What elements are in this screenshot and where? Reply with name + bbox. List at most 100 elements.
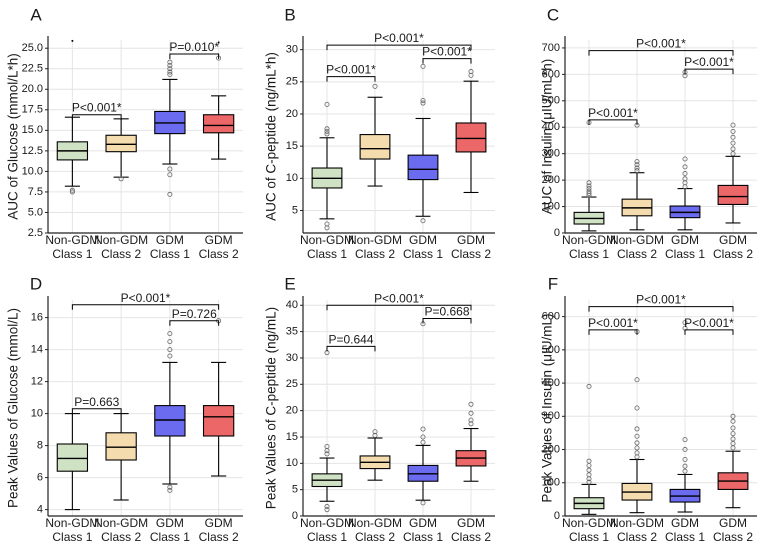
outlier-point [372,83,378,89]
y-tick-label: 35 [286,326,298,338]
outlier-point [634,165,640,171]
outlier-point [420,426,426,432]
y-axis-label: AUC of Insulin (μIU/mL*h) [540,59,555,215]
significance-bracket [71,114,122,120]
y-tick-label: 200 [542,443,560,455]
y-axis-label: Peak Values of C-peptide (ng/mL) [264,307,279,509]
box-iqr [717,184,749,205]
outlier-point [682,171,688,177]
outlier-point [634,377,640,383]
box-2 [105,118,137,182]
outlier-point [372,429,378,435]
outlier-point [420,100,426,106]
outlier-point [730,441,736,447]
p-value-label: P<0.001* [636,37,686,51]
box-3 [154,59,186,197]
panel-letter: A [30,5,42,24]
outlier-point [167,166,173,172]
outlier-point [324,131,330,137]
category-label: Non-GDM Class 2 [94,516,148,544]
outlier-point [324,101,330,107]
significance-bracket [326,345,376,352]
outlier-point [167,69,173,75]
box-1 [573,119,605,232]
y-tick-label: 5.0 [28,206,43,218]
box-2 [621,329,653,514]
outlier-point [682,437,688,443]
outlier-point [634,405,640,411]
y-tick-label: 7.5 [28,186,43,198]
p-value-label: P=0.010* [169,40,219,54]
box-iqr [154,405,186,437]
outlier-point [167,191,173,197]
panel-b: B 5 10 15 20 25 30 AUC of C-peptide (ng/mL*h) No… [264,5,495,261]
outlier-point [420,500,426,506]
p-value-label: P=0.726 [172,307,217,321]
p-value-label: P<0.001* [326,63,376,77]
outlier-point [634,168,640,174]
y-tick-label: 500 [542,95,560,107]
significance-bracket [684,68,734,75]
category-label: GDM Class 1 [665,233,705,261]
outlier-point [682,468,688,474]
box-iqr [359,134,391,160]
significance-bracket [588,306,734,312]
box-iqr [407,154,439,181]
y-tick-label: 10 [286,172,298,184]
p-value-label: P=0.668 [424,304,469,318]
panel-letter: B [284,5,295,24]
y-tick-label: 25.0 [22,42,43,54]
p-value-label: P<0.001* [374,31,424,45]
panel-letter: E [284,274,295,293]
outlier-point [324,126,330,132]
category-label: GDM Class 2 [199,516,239,544]
category-label: GDM Class 1 [150,233,190,261]
p-value-label: P<0.001* [684,316,734,330]
stray-dot [217,41,220,44]
outlier-point [167,66,173,72]
box-4 [202,318,235,477]
p-value-label: P<0.001* [636,293,686,307]
outlier-point [468,69,474,75]
outlier-point [420,218,426,224]
outlier-point [420,97,426,103]
outlier-point [420,439,426,445]
y-tick-label: 5 [292,204,298,216]
y-tick-label: 2.5 [28,227,43,239]
outlier-point [682,164,688,170]
y-tick-label: 40 [286,299,298,311]
outlier-point [586,479,592,485]
outlier-point [730,151,736,157]
y-tick-label: 500 [542,344,560,356]
box-3 [669,69,701,231]
outlier-point [69,189,75,195]
outlier-point [324,504,330,510]
outlier-point [167,484,173,490]
outlier-point [682,320,688,326]
panel-d: D 4 6 8 10 12 14 16 Peak Values of Glucose (mmol… [6,274,243,544]
box-1 [311,350,343,513]
outlier-point [682,463,688,469]
category-label: Non-GDM Class 1 [562,233,616,261]
outlier-point [730,140,736,146]
y-tick-label: 6 [37,472,43,484]
outlier-point [730,431,736,437]
outlier-point [634,162,640,168]
outlier-point [682,447,688,453]
significance-bracket [326,44,472,51]
outlier-point [167,59,173,65]
y-tick-label: 20 [286,108,298,120]
category-label: GDM Class 2 [451,233,491,261]
panel-a: A 2.5 5.0 7.5 10.0 12.5 15.0 17.5 20.0 22.5 25.0AU… [6,5,243,261]
outlier-point [730,413,736,419]
p-value-label: P<0.001* [72,101,122,115]
outlier-point [682,156,688,162]
box-iqr [105,432,137,461]
box-1 [56,413,89,511]
box-1 [56,116,89,195]
category-label: GDM Class 1 [665,516,705,544]
outlier-point [634,433,640,439]
panel-c: C 0 100 200 300 400 500 600 700 AUC of Insulin (μ… [540,5,757,261]
